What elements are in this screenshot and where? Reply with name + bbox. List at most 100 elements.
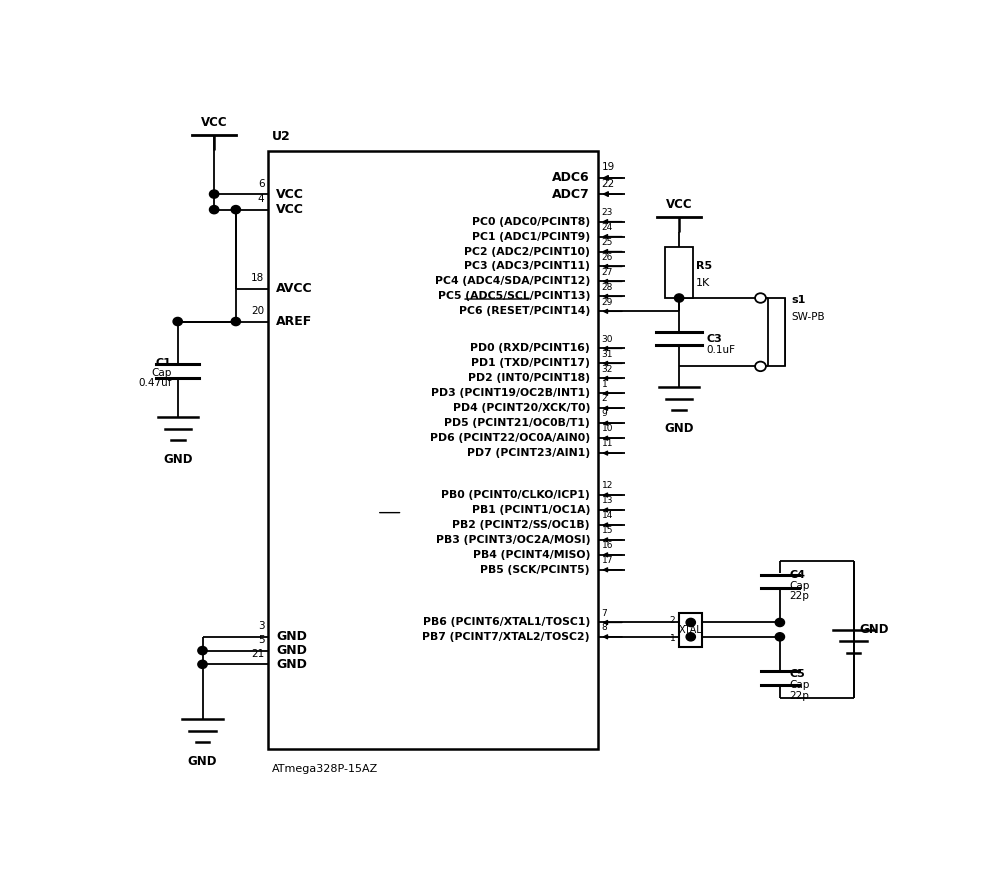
Text: VCC: VCC <box>201 116 227 129</box>
Text: s1: s1 <box>792 295 806 305</box>
Text: PB4 (PCINT4/MISO): PB4 (PCINT4/MISO) <box>473 550 590 559</box>
Text: GND: GND <box>860 623 889 636</box>
Text: 17: 17 <box>602 556 613 565</box>
Text: PC0 (ADC0/PCINT8): PC0 (ADC0/PCINT8) <box>472 217 590 226</box>
Text: PD2 (INT0/PCINT18): PD2 (INT0/PCINT18) <box>468 373 590 384</box>
Text: VCC: VCC <box>276 203 304 216</box>
Text: GND: GND <box>276 630 307 643</box>
Text: 0.1uF: 0.1uF <box>706 345 735 355</box>
Text: 28: 28 <box>602 282 613 291</box>
Bar <box>679 613 702 646</box>
Circle shape <box>231 317 240 326</box>
Text: 30: 30 <box>602 335 613 344</box>
Text: 23: 23 <box>602 208 613 217</box>
Text: 20: 20 <box>251 306 264 316</box>
Bar <box>665 247 693 298</box>
Text: 21: 21 <box>251 649 264 659</box>
Text: VCC: VCC <box>666 198 692 211</box>
Text: 2: 2 <box>602 394 607 403</box>
Text: ADC6: ADC6 <box>552 171 590 185</box>
Text: GND: GND <box>188 755 217 767</box>
Text: 25: 25 <box>602 238 613 247</box>
Text: SW-PB: SW-PB <box>792 312 825 321</box>
Text: PC6 (RESET/PCINT14): PC6 (RESET/PCINT14) <box>459 306 590 316</box>
Text: GND: GND <box>276 644 307 657</box>
Text: PC4 (ADC4/SDA/PCINT12): PC4 (ADC4/SDA/PCINT12) <box>435 276 590 287</box>
Text: PB5 (SCK/PCINT5): PB5 (SCK/PCINT5) <box>480 565 590 575</box>
Text: C1: C1 <box>156 358 172 368</box>
Text: Cap: Cap <box>789 581 810 591</box>
Text: C5: C5 <box>789 669 805 678</box>
Text: ADC7: ADC7 <box>552 187 590 201</box>
Text: GND: GND <box>664 423 694 435</box>
Text: 1K: 1K <box>696 278 710 288</box>
Text: VCC: VCC <box>276 187 304 201</box>
Text: GND: GND <box>163 453 192 466</box>
Text: PD1 (TXD/PCINT17): PD1 (TXD/PCINT17) <box>471 359 590 369</box>
Text: GND: GND <box>276 658 307 670</box>
Text: 6: 6 <box>258 178 264 188</box>
Text: 3: 3 <box>258 622 264 631</box>
Text: 5: 5 <box>258 635 264 645</box>
Circle shape <box>198 661 207 669</box>
Circle shape <box>209 190 219 198</box>
Text: PC3 (ADC3/PCINT11): PC3 (ADC3/PCINT11) <box>464 261 590 272</box>
Text: 24: 24 <box>602 223 613 232</box>
Text: 19: 19 <box>602 163 615 172</box>
Bar <box>268 151 598 749</box>
Circle shape <box>209 205 219 214</box>
Circle shape <box>674 294 684 302</box>
Text: PB7 (PCINT7/XTAL2/TOSC2): PB7 (PCINT7/XTAL2/TOSC2) <box>422 632 590 642</box>
Text: Cap: Cap <box>789 679 810 690</box>
Text: 11: 11 <box>602 440 613 448</box>
Text: 15: 15 <box>602 526 613 535</box>
Text: C3: C3 <box>706 334 722 344</box>
Circle shape <box>775 633 785 641</box>
Text: PD5 (PCINT21/OC0B/T1): PD5 (PCINT21/OC0B/T1) <box>444 418 590 428</box>
Text: 4: 4 <box>258 194 264 204</box>
Text: 16: 16 <box>602 541 613 550</box>
Text: 2: 2 <box>670 616 675 625</box>
Text: PB1 (PCINT1/OC1A): PB1 (PCINT1/OC1A) <box>472 505 590 515</box>
Text: 27: 27 <box>602 267 613 277</box>
Text: 1: 1 <box>602 379 607 389</box>
Text: C4: C4 <box>789 569 805 580</box>
Text: 29: 29 <box>602 297 613 306</box>
Text: 26: 26 <box>602 253 613 262</box>
Text: 32: 32 <box>602 365 613 374</box>
Text: PD4 (PCINT20/XCK/T0): PD4 (PCINT20/XCK/T0) <box>453 403 590 413</box>
Text: 14: 14 <box>602 511 613 520</box>
Circle shape <box>231 205 240 214</box>
Text: ATmega328P-15AZ: ATmega328P-15AZ <box>272 765 378 774</box>
Text: 9: 9 <box>602 409 607 418</box>
Text: PB2 (PCINT2/SS/OC1B): PB2 (PCINT2/SS/OC1B) <box>452 520 590 530</box>
Text: U2: U2 <box>272 130 291 143</box>
Text: 7: 7 <box>602 608 607 618</box>
Text: PC1 (ADC1/PCINT9): PC1 (ADC1/PCINT9) <box>472 232 590 242</box>
Text: PB3 (PCINT3/OC2A/MOSI): PB3 (PCINT3/OC2A/MOSI) <box>436 535 590 545</box>
Text: PC2 (ADC2/PCINT10): PC2 (ADC2/PCINT10) <box>464 247 590 257</box>
Text: 18: 18 <box>251 274 264 283</box>
Text: 8: 8 <box>602 623 607 632</box>
Text: PB6 (PCINT6/XTAL1/TOSC1): PB6 (PCINT6/XTAL1/TOSC1) <box>423 617 590 628</box>
Circle shape <box>686 618 695 627</box>
Text: PD7 (PCINT23/AIN1): PD7 (PCINT23/AIN1) <box>467 448 590 458</box>
Text: 0.47uf: 0.47uf <box>138 378 172 388</box>
Text: XTAL: XTAL <box>679 624 703 635</box>
Text: 10: 10 <box>602 424 613 433</box>
Text: PD3 (PCINT19/OC2B/INT1): PD3 (PCINT19/OC2B/INT1) <box>431 388 590 399</box>
Text: PC5 (ADC5/SCL/PCINT13): PC5 (ADC5/SCL/PCINT13) <box>438 291 590 301</box>
Text: 22: 22 <box>602 178 615 188</box>
Text: PD0 (RXD/PCINT16): PD0 (RXD/PCINT16) <box>470 344 590 353</box>
Text: R5: R5 <box>696 260 712 271</box>
Text: 13: 13 <box>602 496 613 505</box>
Bar <box>768 298 785 367</box>
Text: Cap: Cap <box>151 368 172 377</box>
Circle shape <box>173 317 182 326</box>
Circle shape <box>755 293 766 303</box>
Text: PB0 (PCINT0/CLKO/ICP1): PB0 (PCINT0/CLKO/ICP1) <box>441 490 590 500</box>
Text: 1: 1 <box>670 634 675 643</box>
Text: AREF: AREF <box>276 315 312 328</box>
Circle shape <box>198 646 207 654</box>
Circle shape <box>755 361 766 371</box>
